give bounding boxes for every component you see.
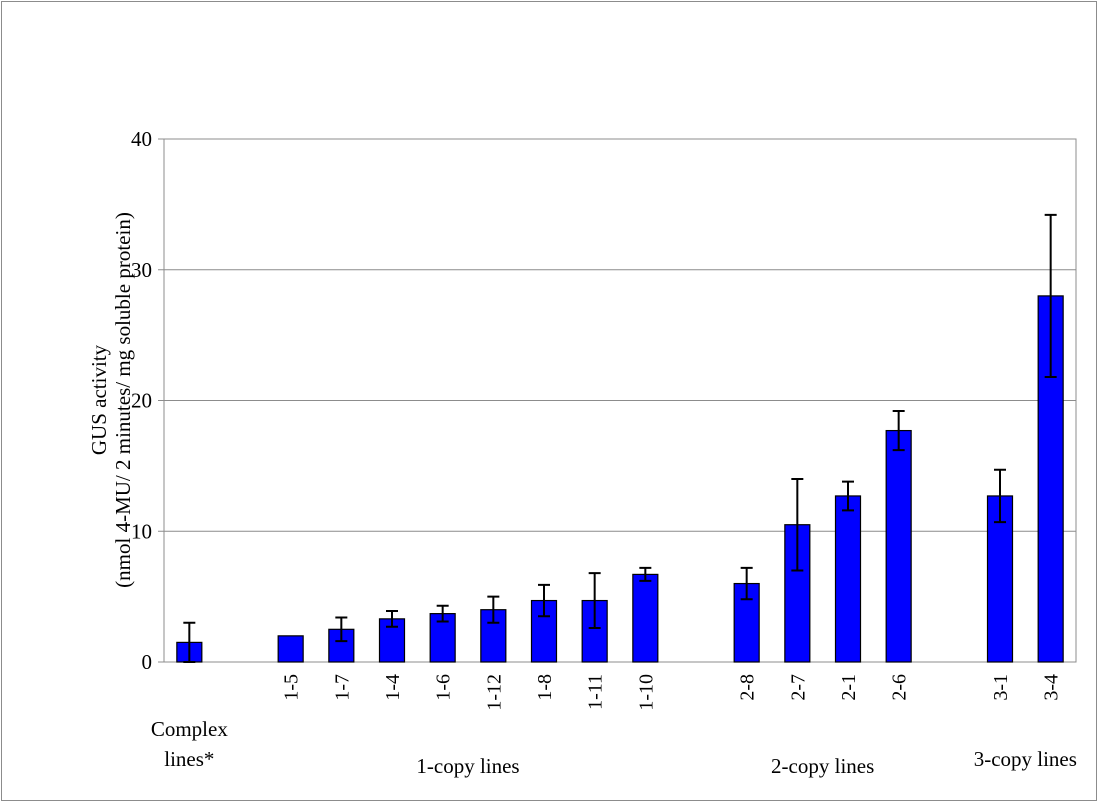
group-label: 2-copy lines [771, 754, 874, 778]
gridlines [164, 269, 1076, 532]
y-tick-label: 40 [131, 127, 152, 151]
error-bars [183, 213, 1057, 663]
x-tick-label: 1-10 [635, 674, 657, 711]
error-bar [538, 583, 550, 618]
x-tick-label: 3-1 [990, 674, 1012, 701]
error-bar [1044, 213, 1057, 378]
y-axis-ticks: 0 10 20 30 40 [131, 127, 164, 674]
x-tick-label: 1-7 [331, 674, 353, 701]
bar [986, 495, 1014, 663]
x-tick-label: 1-11 [585, 674, 607, 710]
x-tick-label: 1-6 [433, 674, 455, 701]
bar [277, 635, 304, 663]
error-bar [639, 566, 652, 582]
error-bar [183, 621, 196, 663]
group-label: lines* [164, 747, 214, 771]
bar [378, 618, 406, 663]
y-axis-label-line2: (nmol 4-MU/ 2 minutes/ mg soluble protei… [111, 212, 135, 588]
error-bar [588, 572, 601, 630]
x-tick-label: 2-1 [838, 674, 860, 701]
error-bar [892, 409, 905, 452]
y-tick-label: 0 [142, 650, 153, 674]
x-tick-label: 2-7 [787, 674, 809, 701]
error-bar [994, 468, 1006, 524]
x-tick-label: 1-8 [534, 674, 556, 701]
x-tick-label: 2-6 [889, 674, 911, 701]
error-bar [335, 616, 348, 643]
x-tick-label: 1-12 [483, 674, 505, 711]
error-bar [436, 604, 449, 623]
x-tick-label: 3-4 [1041, 674, 1063, 701]
error-bar [386, 610, 398, 628]
error-bar [842, 480, 854, 512]
x-tick-label: 2-8 [737, 674, 759, 701]
bar [480, 609, 507, 663]
bar [834, 495, 862, 663]
y-tick-label: 20 [131, 389, 152, 413]
bar [885, 429, 912, 663]
x-tick-labels: 1-5 1-7 1-4 1-6 1-12 1-8 1-11 1-10 2-8 2-7 2-1 2-6 3… [281, 674, 1063, 711]
group-label: 3-copy lines [974, 747, 1077, 771]
error-bar [487, 595, 500, 624]
y-tick-label: 30 [131, 258, 152, 282]
group-label: 1-copy lines [416, 754, 519, 778]
bar [632, 573, 659, 663]
x-tick-label: 1-4 [382, 674, 404, 701]
group-labels: Complex lines* 1-copy lines 2-copy lines 3-c… [151, 717, 1077, 778]
group-label: Complex [151, 717, 228, 741]
y-axis-label-line1: GUS activity [87, 344, 111, 455]
error-bar [791, 477, 804, 572]
error-bar [740, 566, 753, 601]
x-tick-label: 1-5 [281, 674, 303, 701]
bars [176, 295, 1064, 663]
y-tick-label: 10 [131, 519, 152, 543]
